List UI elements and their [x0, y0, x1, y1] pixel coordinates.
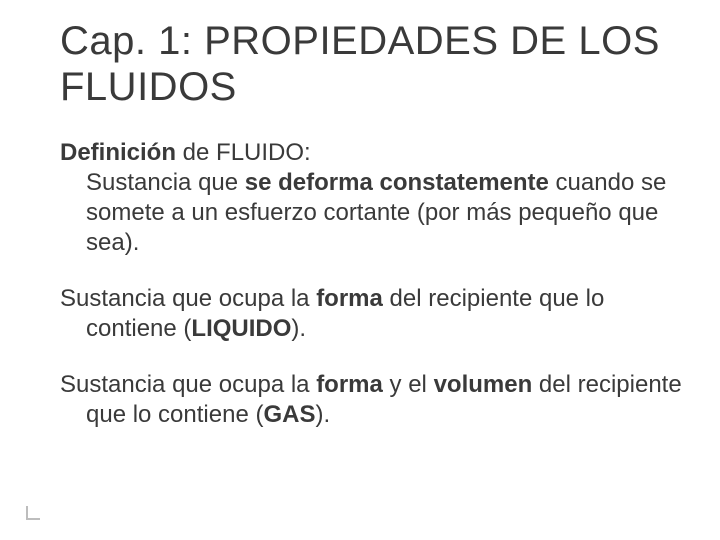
text-run: LIQUIDO — [191, 315, 291, 342]
slide: Cap. 1: PROPIEDADES DE LOS FLUIDOS Defin… — [0, 0, 720, 540]
text-run: Definición — [60, 139, 176, 166]
text-run: forma — [316, 285, 383, 312]
text-run: ). — [315, 401, 330, 428]
text-run: ). — [291, 315, 306, 342]
text-run: forma — [316, 371, 383, 398]
text-run: y el — [383, 371, 434, 398]
text-run: GAS — [263, 401, 315, 428]
text-run: de FLUIDO: — [176, 139, 311, 166]
text-run: Sustancia que ocupa la — [60, 285, 316, 312]
slide-title: Cap. 1: PROPIEDADES DE LOS FLUIDOS — [60, 18, 690, 110]
paragraph-liquid: Sustancia que ocupa la forma del recipie… — [86, 284, 690, 344]
paragraph-definition: Definición de FLUIDO: Sustancia que se d… — [86, 138, 690, 258]
text-run: Sustancia que ocupa la — [60, 371, 316, 398]
paragraph-gas: Sustancia que ocupa la forma y el volume… — [86, 370, 690, 430]
text-run: Sustancia que — [86, 169, 245, 196]
text-run: volumen — [434, 371, 533, 398]
corner-notch-icon — [24, 504, 40, 520]
text-run: se deforma constatemente — [245, 169, 549, 196]
